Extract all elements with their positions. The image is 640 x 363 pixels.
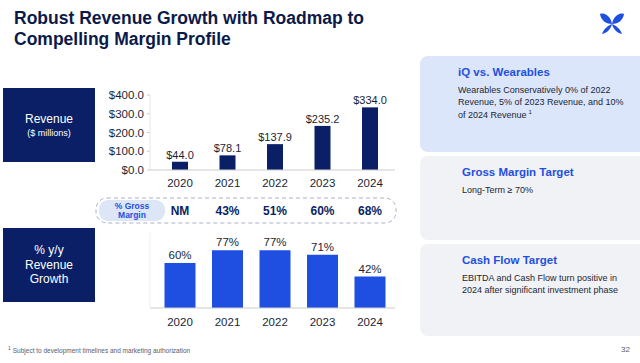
- page-number: 32: [621, 345, 630, 354]
- footnote-mark: 1: [529, 109, 532, 115]
- footnote-mark: 1: [8, 345, 11, 351]
- margin-value: 60%: [310, 204, 334, 218]
- logo-wing: [612, 14, 624, 24]
- panel-text-block: EBITDA and Cash Flow turn positive in 20…: [462, 272, 628, 296]
- data-label: $137.9: [258, 131, 292, 143]
- panel-title: Gross Margin Target: [462, 166, 628, 178]
- bar: [212, 250, 243, 308]
- data-label: 77%: [263, 236, 286, 248]
- panel-text-block: Wearables Conservatively 0% of 2022 Reve…: [458, 84, 628, 121]
- title: Robust Revenue Growth with Roadmap to Co…: [14, 8, 414, 50]
- footnote-text: Subject to development timelines and mar…: [13, 347, 190, 354]
- x-tick-label: 2024: [357, 177, 383, 189]
- footnote-block: 1Subject to development timelines and ma…: [8, 345, 190, 354]
- data-label: 77%: [216, 236, 239, 248]
- bar: [315, 126, 331, 170]
- bar: [172, 162, 188, 170]
- y-axis: [150, 233, 151, 308]
- x-tick-label: 2020: [167, 177, 193, 189]
- panel-text-block: Long-Term ≥ 70%: [462, 184, 628, 196]
- panel: Gross Margin Target Long-Term ≥ 70%: [420, 156, 640, 240]
- logo: [600, 14, 624, 34]
- logo-wing: [612, 24, 622, 34]
- x-tick-label: 2020: [167, 316, 193, 328]
- x-tick-label: 2022: [262, 177, 288, 189]
- logo-wing: [600, 14, 612, 24]
- x-tick-label: 2022: [262, 316, 288, 328]
- y-tick-label: $200.0: [109, 127, 144, 139]
- panel-title: Cash Flow Target: [462, 254, 628, 266]
- bar: [267, 144, 283, 170]
- margin-value: 68%: [358, 204, 382, 218]
- margin-label: % Gross Margin: [103, 200, 161, 221]
- bar: [362, 107, 378, 170]
- bar: [355, 277, 386, 309]
- x-tick-label: 2023: [310, 316, 336, 328]
- bars: [165, 250, 386, 308]
- x-tick-label: 2024: [357, 316, 383, 328]
- bar: [260, 250, 291, 308]
- margin-value: 51%: [263, 204, 287, 218]
- chart-label-box: % y/y Revenue Growth: [3, 228, 95, 302]
- y-tick-label: $300.0: [109, 108, 144, 120]
- bar: [220, 155, 236, 170]
- chart-subtitle: ($ millions): [27, 128, 71, 138]
- x-tick-label: 2021: [215, 316, 241, 328]
- y-tick-label: $0.0: [122, 164, 144, 176]
- panel-title: iQ vs. Wearables: [458, 66, 628, 78]
- panel: iQ vs. Wearables Wearables Conservatively…: [420, 56, 640, 152]
- margin-label-cell: [99, 200, 165, 221]
- y-axis: [150, 95, 151, 170]
- bars: [172, 107, 378, 170]
- y-tick-label: $100.0: [109, 145, 144, 157]
- data-label: $235.2: [306, 113, 340, 125]
- x-tick-label: 2021: [215, 177, 241, 189]
- data-label: $334.0: [353, 94, 387, 106]
- bar: [307, 255, 338, 308]
- logo-wing: [602, 24, 612, 34]
- panel-text: EBITDA and Cash Flow turn positive in 20…: [462, 273, 618, 295]
- data-label: 60%: [168, 249, 191, 261]
- margin-value: 43%: [215, 204, 239, 218]
- panel-text: Wearables Conservatively 0% of 2022 Reve…: [458, 85, 624, 120]
- data-label: 42%: [358, 263, 381, 275]
- x-tick-label: 2023: [310, 177, 336, 189]
- chart-title: % y/y Revenue Growth: [14, 243, 84, 286]
- x-axis: [150, 170, 395, 171]
- y-tick-label: $400.0: [109, 89, 144, 101]
- data-label: 71%: [311, 241, 334, 253]
- chart-label-box: Revenue ($ millions): [3, 88, 95, 162]
- x-axis: [150, 308, 395, 309]
- panel-text: Long-Term ≥ 70%: [462, 185, 533, 195]
- chart-title: Revenue: [25, 112, 73, 126]
- data-label: $44.0: [166, 149, 194, 161]
- margin-row-frame: [96, 198, 396, 223]
- data-label: $78.1: [214, 142, 242, 154]
- panel: Cash Flow Target EBITDA and Cash Flow tur…: [420, 244, 640, 336]
- margin-value: NM: [171, 204, 190, 218]
- bar: [165, 263, 196, 308]
